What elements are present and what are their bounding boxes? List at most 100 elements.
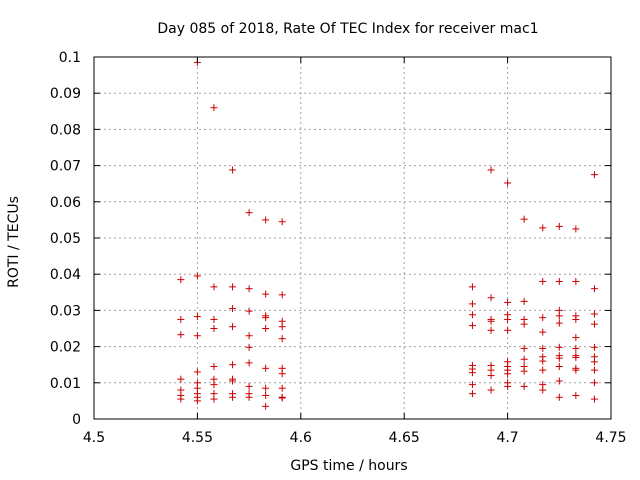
data-point: [590, 285, 598, 293]
data-point: [262, 314, 270, 322]
y-tick-label: 0.09: [50, 86, 81, 102]
data-point: [520, 382, 528, 390]
data-point: [504, 370, 512, 378]
data-point: [555, 312, 563, 320]
x-tick-label: 4.5: [83, 430, 105, 446]
data-point: [539, 328, 547, 336]
data-point: [572, 277, 580, 285]
data-point: [572, 353, 580, 361]
y-tick-label: 0.08: [50, 122, 81, 138]
data-point: [520, 355, 528, 363]
data-point: [572, 366, 580, 374]
data-point: [245, 332, 253, 340]
axis-ticks: [93, 56, 612, 420]
data-point: [278, 323, 286, 331]
x-axis-label: GPS time / hours: [290, 458, 407, 474]
data-point: [262, 325, 270, 332]
data-point: [278, 335, 286, 343]
data-point: [555, 222, 563, 230]
x-tick-label: 4.7: [496, 430, 518, 446]
data-point: [504, 326, 512, 334]
data-point: [487, 326, 495, 334]
data-point: [210, 315, 218, 323]
y-tick-label: 0.05: [50, 231, 81, 247]
x-tick-label: 4.55: [182, 430, 213, 446]
data-point: [177, 395, 185, 403]
data-point: [487, 386, 495, 394]
data-point: [229, 393, 237, 401]
data-point: [572, 315, 580, 323]
data-point: [539, 386, 547, 394]
data-point: [520, 320, 528, 328]
data-point: [210, 381, 218, 389]
data-point: [210, 104, 218, 112]
data-point: [590, 310, 598, 318]
data-point: [245, 359, 253, 367]
data-point: [229, 361, 237, 369]
data-point: [504, 382, 512, 390]
data-point: [590, 171, 598, 179]
data-point: [539, 357, 547, 365]
data-point: [504, 315, 512, 323]
x-tick-label: 4.75: [595, 430, 626, 446]
data-point: [177, 315, 185, 323]
data-point: [193, 368, 201, 376]
data-point: [555, 343, 563, 351]
y-axis-label: ROTI / TECUs: [6, 196, 22, 288]
data-point: [210, 283, 218, 291]
data-point: [468, 381, 476, 389]
data-point: [245, 285, 253, 293]
data-point: [520, 367, 528, 375]
data-point: [555, 277, 563, 285]
data-point: [468, 311, 476, 319]
x-tick-label: 4.65: [389, 430, 420, 446]
y-tick-label: 0: [72, 412, 81, 428]
data-point: [572, 334, 580, 342]
data-point: [262, 402, 270, 410]
data-point: [229, 323, 237, 331]
y-tick-label: 0.07: [50, 159, 81, 175]
data-point: [504, 179, 512, 187]
data-point: [468, 322, 476, 330]
data-point: [177, 276, 185, 284]
y-tick-label: 0.01: [50, 376, 81, 392]
data-points: [177, 58, 598, 410]
data-point: [245, 307, 253, 315]
data-point: [245, 209, 253, 217]
data-point: [262, 364, 270, 372]
data-point: [520, 344, 528, 352]
data-point: [278, 394, 286, 402]
data-point: [262, 391, 270, 399]
data-point: [210, 395, 218, 403]
data-point: [572, 391, 580, 399]
data-point: [555, 354, 563, 362]
data-point: [520, 215, 528, 223]
data-point: [487, 166, 495, 174]
data-point: [504, 298, 512, 306]
data-point: [278, 384, 286, 392]
data-point: [572, 344, 580, 352]
plot-frame: [93, 56, 612, 420]
data-point: [229, 283, 237, 291]
data-point: [245, 343, 253, 351]
data-point: [520, 297, 528, 305]
data-point: [278, 218, 286, 226]
y-tick-label: 0.03: [50, 303, 81, 319]
data-point: [210, 363, 218, 371]
data-point: [539, 366, 547, 374]
data-point: [590, 358, 598, 366]
data-point: [210, 325, 218, 332]
data-point: [590, 366, 598, 374]
data-point: [193, 397, 201, 405]
data-point: [229, 305, 237, 313]
data-point: [539, 314, 547, 322]
data-point: [193, 272, 201, 280]
data-point: [468, 300, 476, 308]
y-tick-label: 0.1: [59, 50, 81, 66]
data-point: [278, 291, 286, 299]
data-point: [590, 379, 598, 387]
data-point: [590, 320, 598, 328]
data-point: [245, 393, 253, 401]
y-tick-labels: 0 0.01 0.02 0.03 0.04 0.05 0.06 0.07 0.08 0.09 0.1: [50, 50, 81, 428]
